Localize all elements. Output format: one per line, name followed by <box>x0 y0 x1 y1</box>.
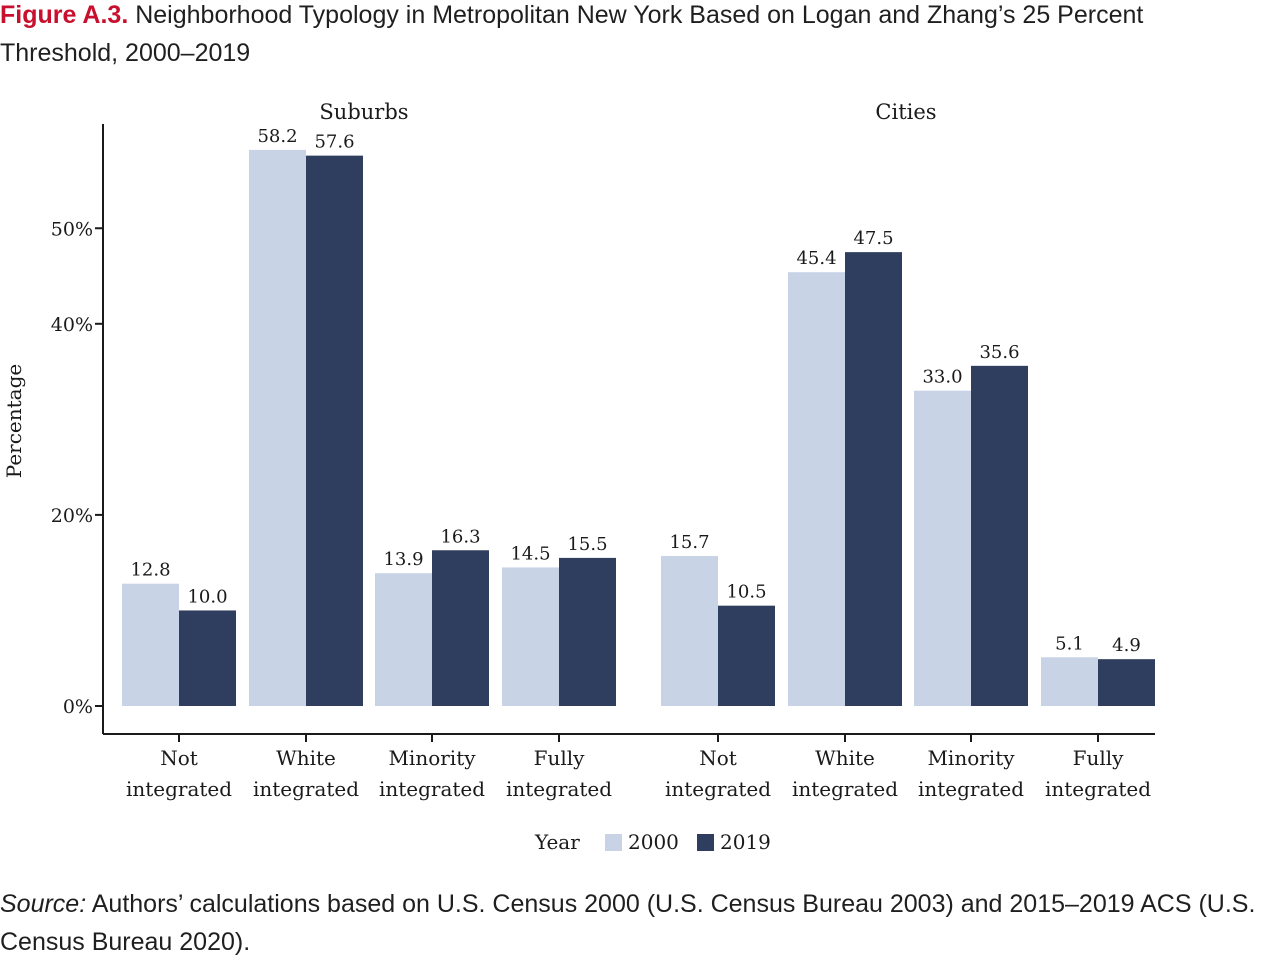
legend-label-2019: 2019 <box>720 830 771 854</box>
category-label: White <box>815 746 875 770</box>
bar-chart: 0% 20% 40% 50% Percentage Suburbs 12.8 10.0 Not i… <box>2 100 1155 854</box>
bar <box>1041 657 1098 706</box>
source-note: Source: Authors’ calculations based on U… <box>0 885 1280 961</box>
category-label: Fully <box>1073 746 1125 770</box>
bar <box>179 610 236 706</box>
figure-title-line2: Threshold, 2000–2019 <box>0 39 251 67</box>
legend-label-2000: 2000 <box>628 830 679 854</box>
category-label: integrated <box>1045 777 1151 801</box>
category-label: Not <box>160 746 198 770</box>
legend-swatch-2000 <box>605 834 622 851</box>
category-label: integrated <box>253 777 359 801</box>
data-label: 10.0 <box>187 586 227 607</box>
bar <box>559 557 616 706</box>
data-label: 4.9 <box>1112 635 1141 656</box>
y-tick-label: 20% <box>51 505 93 527</box>
category-label: integrated <box>792 777 898 801</box>
bar <box>306 155 363 706</box>
data-label: 33.0 <box>922 367 962 388</box>
data-label: 10.5 <box>726 582 766 603</box>
category-label: Minority <box>388 746 476 770</box>
data-label: 57.6 <box>314 132 354 153</box>
data-label: 13.9 <box>383 549 423 570</box>
y-axis-title: Percentage <box>2 364 26 478</box>
category-label: integrated <box>126 777 232 801</box>
bar <box>845 252 902 706</box>
data-label: 5.1 <box>1055 633 1084 654</box>
figure-label: Figure A.3. <box>0 1 129 29</box>
category-label: Not <box>699 746 737 770</box>
figure-title-line1: Neighborhood Typology in Metropolitan Ne… <box>135 1 1144 29</box>
category-label: integrated <box>918 777 1024 801</box>
y-tick-label: 40% <box>51 314 93 336</box>
y-tick-label: 50% <box>51 218 93 240</box>
bar <box>432 550 489 706</box>
bar <box>661 555 718 706</box>
legend-swatch-2019 <box>697 834 714 851</box>
data-label: 58.2 <box>257 126 297 147</box>
data-label: 47.5 <box>853 228 893 249</box>
category-label: integrated <box>665 777 771 801</box>
category-label: Fully <box>534 746 586 770</box>
source-label: Source: <box>0 890 87 918</box>
category-label: Minority <box>927 746 1015 770</box>
bar <box>914 390 971 706</box>
category-label: integrated <box>506 777 612 801</box>
legend-title: Year <box>534 830 580 854</box>
bar <box>788 272 845 706</box>
data-label: 45.4 <box>796 248 836 269</box>
bar <box>971 365 1028 706</box>
bar <box>718 605 775 706</box>
bar <box>375 573 432 706</box>
bar <box>1098 659 1155 706</box>
panel-title: Cities <box>875 100 936 124</box>
data-label: 12.8 <box>130 560 170 581</box>
bar <box>502 567 559 706</box>
figure-caption: Figure A.3. Neighborhood Typology in Met… <box>0 0 1280 72</box>
data-label: 14.5 <box>510 543 550 564</box>
data-label: 15.5 <box>567 534 607 555</box>
category-label: integrated <box>379 777 485 801</box>
category-label: White <box>276 746 336 770</box>
data-label: 15.7 <box>669 532 709 553</box>
bar <box>122 583 179 706</box>
source-text: Authors’ calculations based on U.S. Cens… <box>0 890 1256 956</box>
data-label: 35.6 <box>979 342 1019 363</box>
data-label: 16.3 <box>440 526 480 547</box>
y-tick-label: 0% <box>63 696 93 718</box>
panel-title: Suburbs <box>319 100 408 124</box>
bar <box>249 149 306 707</box>
